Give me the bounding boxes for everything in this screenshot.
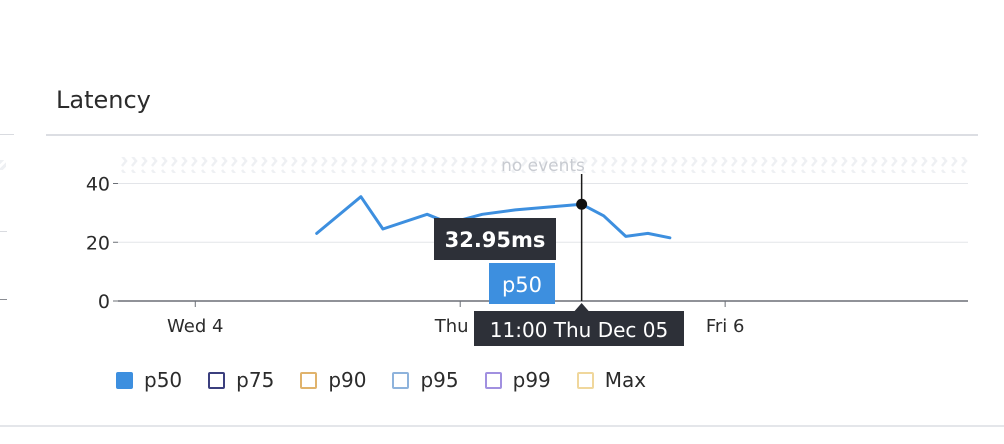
tooltip-value-box	[434, 218, 556, 260]
series-line-p50[interactable]	[315, 195, 672, 240]
panel-title: Latency	[56, 86, 151, 114]
legend-swatch	[576, 371, 594, 389]
legend-swatch	[116, 371, 133, 389]
x-tick-label: Thu 5	[434, 316, 486, 337]
no-events-band	[118, 157, 968, 173]
panel-header-divider	[46, 134, 978, 136]
adjacent-panel-gridline	[0, 231, 7, 232]
chart-legend: p50 p75 p90 p95 p99 Max	[116, 368, 672, 392]
x-tick-label: Wed 4	[167, 316, 223, 337]
legend-item-p99[interactable]: p99	[484, 368, 551, 392]
tooltip-time-box	[474, 311, 684, 346]
y-tick-label: 20	[86, 232, 110, 254]
panel-bottom-divider	[0, 425, 1004, 427]
legend-swatch	[484, 371, 502, 389]
legend-item-p90[interactable]: p90	[300, 368, 366, 392]
legend-item-p95[interactable]: p95	[392, 368, 459, 392]
adjacent-panel-no-events-band	[0, 160, 6, 170]
legend-item-p50[interactable]: p50	[116, 368, 182, 392]
legend-label: p90	[328, 368, 367, 392]
no-events-label: no events	[501, 156, 585, 176]
legend-label: p99	[512, 368, 551, 392]
latency-chart[interactable]: no events 0 20 40 Wed 4 Thu 5 Fri 6 32.95ms p…	[0, 0, 1004, 360]
y-tick-label: 40	[86, 174, 110, 196]
legend-item-max[interactable]: Max	[576, 368, 647, 392]
tooltip-time-pointer	[574, 303, 589, 311]
legend-swatch	[300, 371, 318, 389]
legend-item-p75[interactable]: p75	[208, 368, 274, 392]
legend-label: p95	[420, 368, 459, 392]
x-tick-label: Fri 6	[706, 316, 745, 337]
tooltip-series-box	[489, 263, 555, 304]
legend-swatch	[392, 371, 410, 389]
tooltip-series: p50	[502, 273, 542, 297]
y-tick-label: 0	[98, 291, 110, 313]
legend-swatch	[208, 371, 226, 389]
hover-point-marker	[576, 198, 588, 210]
adjacent-panel-divider	[0, 134, 14, 135]
adjacent-panel-axis	[0, 299, 7, 300]
legend-label: Max	[604, 368, 647, 392]
legend-label: p75	[236, 368, 275, 392]
tooltip-value: 32.95ms	[445, 228, 546, 252]
tooltip-time: 11:00 Thu Dec 05	[490, 318, 668, 342]
legend-label: p50	[144, 368, 183, 392]
